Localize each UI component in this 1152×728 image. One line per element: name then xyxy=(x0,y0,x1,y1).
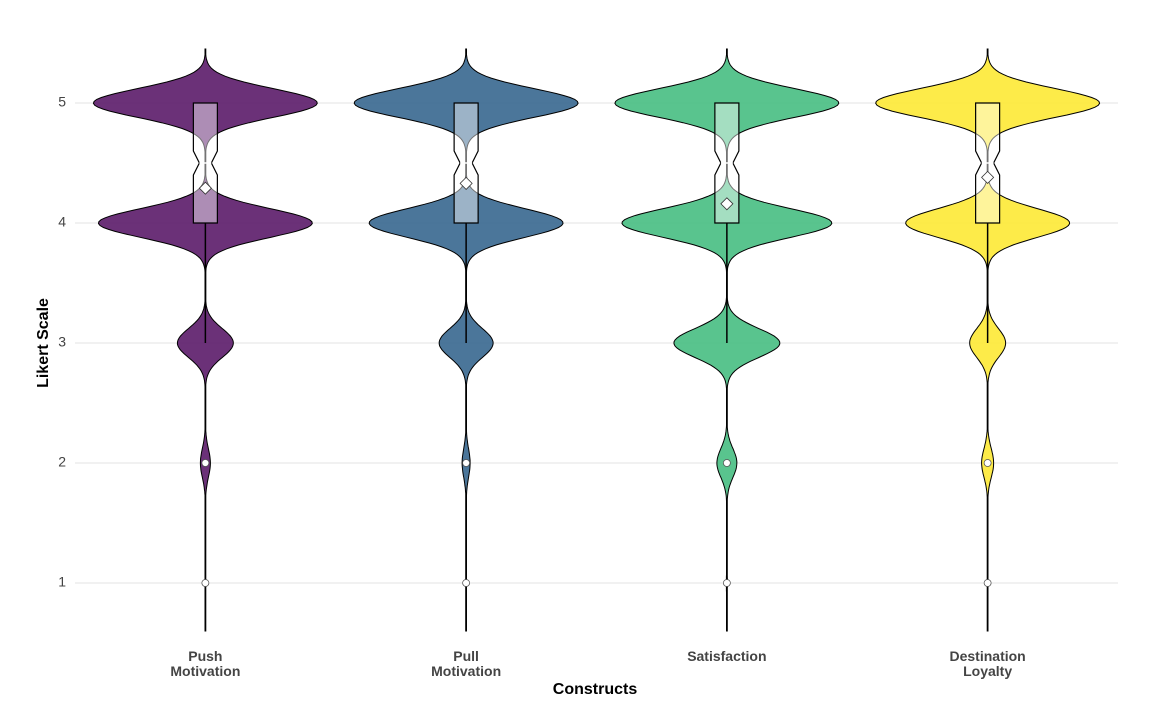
y-tick-label: 2 xyxy=(58,454,66,470)
mean xyxy=(720,197,734,211)
outlier xyxy=(722,459,731,467)
y-tick-label: 1 xyxy=(58,574,66,590)
x-tick-label: Destination Loyalty xyxy=(949,648,1026,679)
outlier xyxy=(983,459,992,467)
mean xyxy=(198,181,212,195)
mean xyxy=(981,170,995,184)
x-tick-label: Pull Motivation xyxy=(431,648,502,679)
y-tick-label: 3 xyxy=(58,334,66,350)
x-axis-label: Constructs xyxy=(553,681,638,698)
x-tick-label: Satisfaction xyxy=(687,648,767,664)
outlier xyxy=(201,459,210,467)
y-axis-label: Likert Scale xyxy=(35,298,52,388)
outlier xyxy=(983,579,992,587)
outlier xyxy=(462,459,471,467)
outlier xyxy=(722,579,731,587)
y-tick-label: 4 xyxy=(58,214,66,230)
outlier xyxy=(201,579,210,587)
y-tick-label: 5 xyxy=(58,94,66,110)
mean xyxy=(459,176,473,190)
outlier xyxy=(462,579,471,587)
x-tick-label: Push Motivation xyxy=(170,648,241,679)
